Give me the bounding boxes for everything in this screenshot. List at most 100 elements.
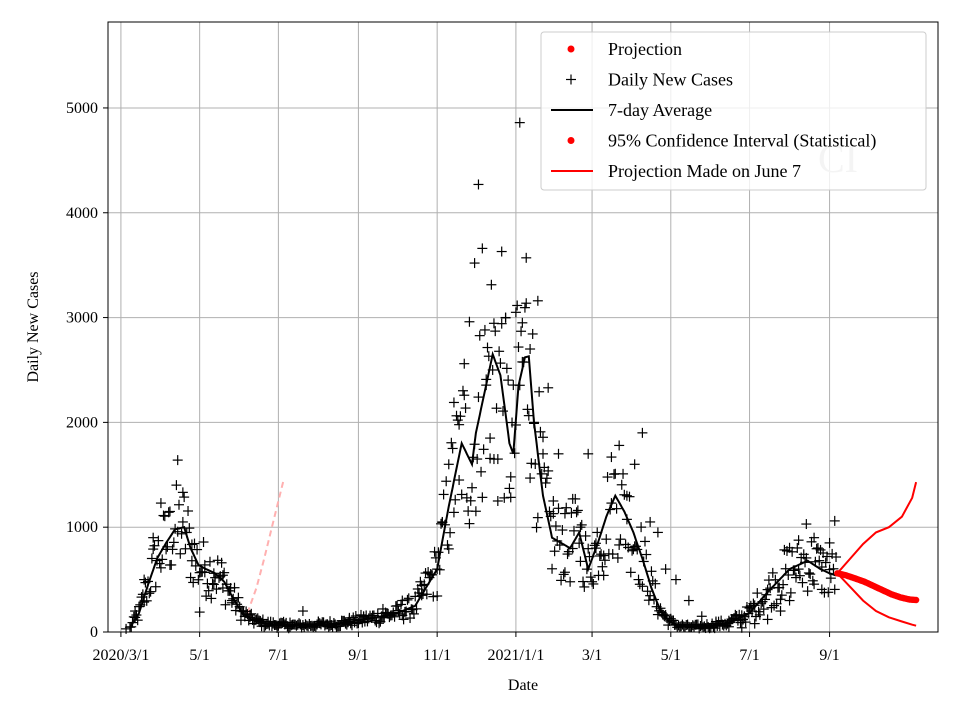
daily-case-marker <box>470 506 481 517</box>
daily-case-marker <box>579 581 590 592</box>
daily-case-marker <box>549 546 560 557</box>
y-tick-label: 3000 <box>66 310 98 327</box>
x-tick-label: 3/1 <box>582 647 602 664</box>
daily-case-marker <box>497 406 508 417</box>
daily-case-marker <box>455 411 466 422</box>
daily-case-marker <box>158 510 169 521</box>
daily-case-marker <box>548 495 559 506</box>
daily-case-marker <box>441 476 452 487</box>
daily-case-marker <box>683 595 694 606</box>
daily-case-marker <box>145 586 156 597</box>
daily-case-marker <box>831 552 842 563</box>
daily-case-marker <box>495 358 506 369</box>
daily-case-marker <box>476 466 487 477</box>
daily-case-marker <box>611 503 622 514</box>
daily-case-marker <box>559 508 570 519</box>
daily-case-marker <box>446 437 457 448</box>
daily-case-marker <box>547 563 558 574</box>
daily-case-marker <box>538 448 549 459</box>
daily-case-marker <box>164 506 175 517</box>
daily-case-marker <box>208 579 219 590</box>
daily-case-marker <box>779 544 790 555</box>
daily-case-marker <box>531 522 542 533</box>
daily-case-marker <box>465 495 476 506</box>
daily-case-marker <box>510 307 521 318</box>
daily-case-marker <box>325 620 336 631</box>
daily-case-marker <box>536 468 547 479</box>
legend-dot-swatch <box>567 137 575 144</box>
daily-case-marker <box>175 548 186 559</box>
daily-case-marker <box>650 578 661 589</box>
daily-case-marker <box>636 522 647 533</box>
daily-case-marker <box>438 489 449 500</box>
daily-case-marker <box>646 566 657 577</box>
daily-case-marker <box>204 556 215 567</box>
projection-point <box>912 596 920 604</box>
daily-case-marker <box>535 426 546 437</box>
daily-case-marker <box>509 448 520 459</box>
daily-case-marker <box>803 567 814 578</box>
daily-case-marker <box>473 179 484 190</box>
daily-case-marker <box>580 530 591 541</box>
daily-case-marker <box>488 454 499 465</box>
legend: Projection Daily New Cases 7-day Average 95… <box>540 31 927 191</box>
daily-case-marker <box>598 550 609 561</box>
daily-case-marker <box>821 551 832 562</box>
daily-case-marker <box>769 600 780 611</box>
daily-case-marker <box>397 595 408 606</box>
daily-case-marker <box>749 618 760 629</box>
daily-case-marker <box>474 330 485 341</box>
daily-case-marker <box>575 522 586 533</box>
daily-case-marker <box>492 495 503 506</box>
daily-case-marker <box>802 586 813 597</box>
daily-case-marker <box>749 600 760 611</box>
daily-case-marker <box>576 519 587 530</box>
daily-case-marker <box>578 576 589 587</box>
legend-box <box>540 31 927 191</box>
daily-case-marker <box>166 559 177 570</box>
daily-case-marker <box>521 298 532 309</box>
daily-case-marker <box>615 534 626 545</box>
daily-case-marker <box>447 443 458 454</box>
daily-case-marker <box>534 386 545 397</box>
y-tick-label: 1000 <box>66 519 98 536</box>
ci-lower-line <box>836 572 917 627</box>
daily-case-marker <box>660 564 671 575</box>
daily-case-marker <box>517 317 528 328</box>
daily-case-marker <box>457 385 468 396</box>
daily-case-marker <box>485 433 496 444</box>
daily-case-marker <box>472 454 483 465</box>
daily-case-marker <box>557 525 568 536</box>
y-tick-label: 0 <box>90 624 98 641</box>
daily-case-marker <box>188 577 199 588</box>
daily-case-marker <box>403 593 414 604</box>
daily-case-marker <box>558 569 569 580</box>
daily-case-marker <box>828 563 839 574</box>
daily-case-marker <box>155 562 166 573</box>
daily-case-marker <box>629 459 640 470</box>
y-tick-label: 2000 <box>66 414 98 431</box>
daily-case-marker <box>469 258 480 269</box>
daily-case-marker <box>562 549 573 560</box>
daily-case-marker <box>513 342 524 353</box>
daily-case-marker <box>464 316 475 327</box>
daily-case-marker <box>625 567 636 578</box>
daily-case-marker <box>829 515 840 526</box>
x-tick-label: 11/1 <box>423 647 451 664</box>
daily-case-marker <box>454 419 465 430</box>
daily-case-marker <box>527 328 538 339</box>
daily-case-marker <box>448 507 459 518</box>
daily-case-marker <box>486 279 497 290</box>
daily-case-marker <box>464 518 475 529</box>
average-layer <box>129 350 837 629</box>
daily-case-marker <box>148 532 159 543</box>
daily-case-marker <box>525 344 536 355</box>
daily-case-marker <box>824 537 835 548</box>
daily-case-marker <box>767 567 778 578</box>
daily-case-marker <box>130 606 141 617</box>
daily-case-marker <box>168 537 179 548</box>
x-tick-label: 2020/3/1 <box>92 647 149 664</box>
daily-case-marker <box>402 594 413 605</box>
daily-case-marker <box>173 499 184 510</box>
